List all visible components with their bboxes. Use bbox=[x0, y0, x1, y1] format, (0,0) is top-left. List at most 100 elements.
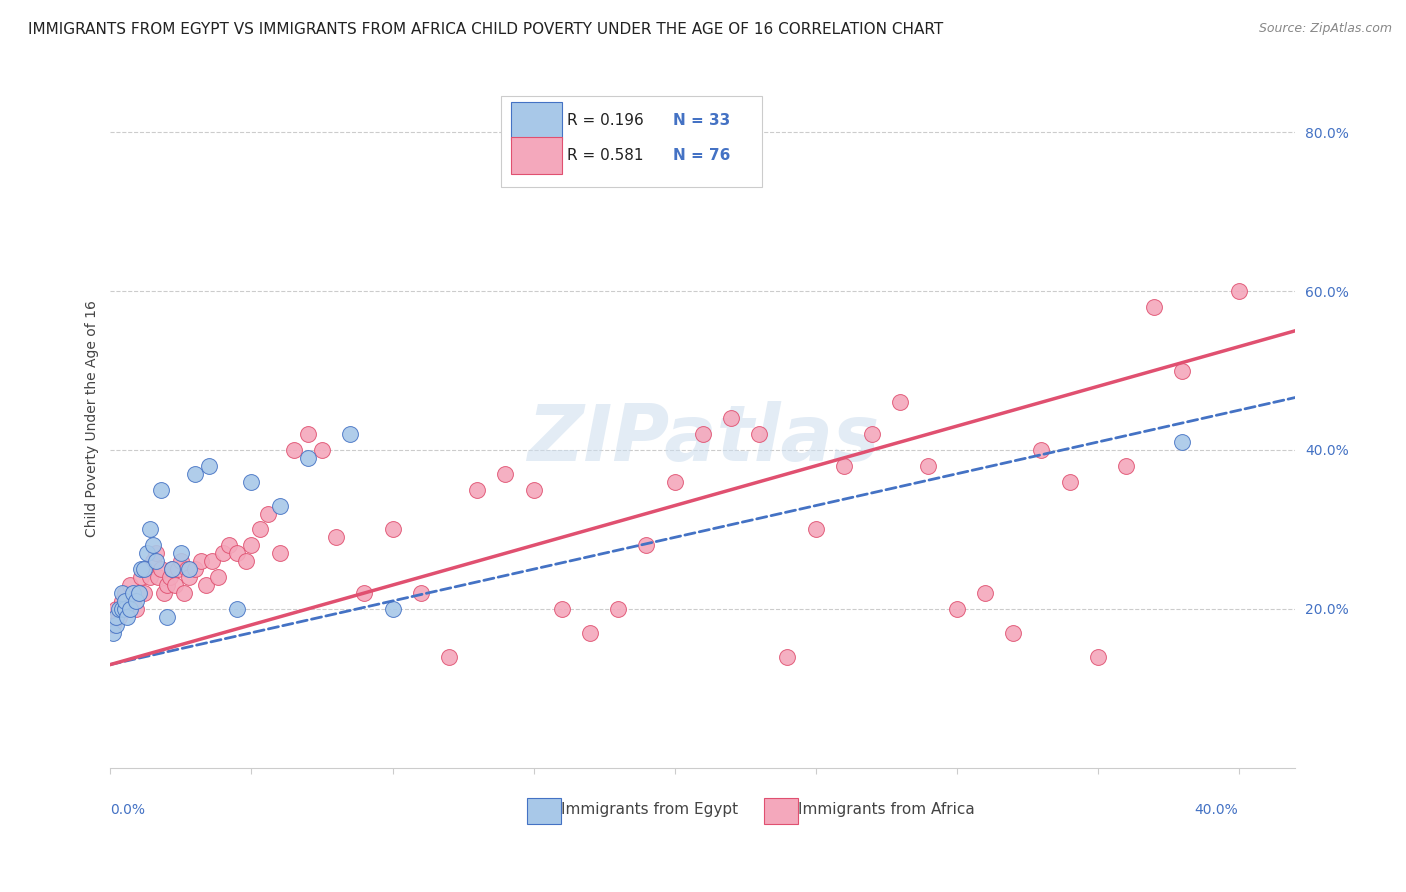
Point bbox=[325, 530, 347, 544]
Point bbox=[720, 411, 742, 425]
Point bbox=[257, 507, 280, 521]
Point bbox=[179, 562, 201, 576]
Point bbox=[139, 570, 162, 584]
Text: 40.0%: 40.0% bbox=[1195, 803, 1239, 817]
Point bbox=[917, 458, 939, 473]
Point bbox=[105, 610, 128, 624]
Point bbox=[381, 602, 404, 616]
Point bbox=[692, 427, 714, 442]
Point bbox=[1087, 649, 1109, 664]
FancyBboxPatch shape bbox=[510, 103, 562, 139]
Point bbox=[579, 625, 602, 640]
Point bbox=[165, 578, 187, 592]
Point bbox=[607, 602, 630, 616]
Point bbox=[156, 610, 179, 624]
Point bbox=[173, 586, 195, 600]
Point bbox=[551, 602, 574, 616]
Point bbox=[134, 586, 156, 600]
Point bbox=[176, 562, 198, 576]
Point bbox=[437, 649, 460, 664]
Point bbox=[184, 562, 207, 576]
Point bbox=[664, 475, 686, 489]
Point bbox=[184, 467, 207, 481]
Point bbox=[190, 554, 212, 568]
Point bbox=[1171, 435, 1194, 450]
Point bbox=[167, 562, 190, 576]
Point bbox=[974, 586, 997, 600]
Point bbox=[128, 586, 150, 600]
Y-axis label: Child Poverty Under the Age of 16: Child Poverty Under the Age of 16 bbox=[86, 300, 100, 537]
Point bbox=[311, 442, 333, 457]
Text: Source: ZipAtlas.com: Source: ZipAtlas.com bbox=[1258, 22, 1392, 36]
Point bbox=[1031, 442, 1053, 457]
Point bbox=[142, 538, 165, 552]
Text: R = 0.196: R = 0.196 bbox=[567, 113, 644, 128]
Point bbox=[170, 554, 193, 568]
Point bbox=[111, 602, 134, 616]
Point bbox=[120, 602, 142, 616]
Text: N = 76: N = 76 bbox=[673, 148, 731, 163]
Point bbox=[1143, 300, 1166, 314]
Point bbox=[201, 554, 224, 568]
Point bbox=[226, 602, 249, 616]
Point bbox=[945, 602, 967, 616]
Text: 0.0%: 0.0% bbox=[111, 803, 145, 817]
Point bbox=[136, 546, 159, 560]
Point bbox=[145, 554, 167, 568]
Point bbox=[162, 562, 184, 576]
Point bbox=[1227, 284, 1250, 298]
Text: Immigrants from Africa: Immigrants from Africa bbox=[797, 802, 974, 817]
Point bbox=[240, 475, 263, 489]
FancyBboxPatch shape bbox=[527, 798, 561, 824]
Point bbox=[153, 586, 176, 600]
Point bbox=[114, 602, 136, 616]
FancyBboxPatch shape bbox=[510, 137, 562, 175]
Point bbox=[804, 523, 827, 537]
Point bbox=[522, 483, 544, 497]
Point bbox=[1171, 363, 1194, 377]
Point bbox=[150, 483, 173, 497]
Point bbox=[111, 594, 134, 608]
Point bbox=[465, 483, 488, 497]
Point bbox=[162, 562, 184, 576]
Point bbox=[207, 570, 229, 584]
Point bbox=[195, 578, 218, 592]
Point bbox=[636, 538, 658, 552]
Point bbox=[120, 578, 142, 592]
Point bbox=[117, 610, 139, 624]
Point bbox=[108, 602, 131, 616]
Point bbox=[111, 586, 134, 600]
Point bbox=[156, 578, 179, 592]
Point bbox=[103, 625, 125, 640]
Point bbox=[269, 546, 291, 560]
Point bbox=[125, 602, 148, 616]
Text: N = 33: N = 33 bbox=[673, 113, 731, 128]
Point bbox=[150, 562, 173, 576]
Point bbox=[122, 594, 145, 608]
Text: IMMIGRANTS FROM EGYPT VS IMMIGRANTS FROM AFRICA CHILD POVERTY UNDER THE AGE OF 1: IMMIGRANTS FROM EGYPT VS IMMIGRANTS FROM… bbox=[28, 22, 943, 37]
Text: ZIPatlas: ZIPatlas bbox=[527, 401, 879, 477]
Point bbox=[170, 546, 193, 560]
Point bbox=[108, 610, 131, 624]
Point bbox=[117, 602, 139, 616]
Point bbox=[353, 586, 375, 600]
Point bbox=[218, 538, 240, 552]
Point bbox=[159, 570, 181, 584]
FancyBboxPatch shape bbox=[765, 798, 797, 824]
Point bbox=[249, 523, 271, 537]
Point bbox=[235, 554, 257, 568]
Text: Immigrants from Egypt: Immigrants from Egypt bbox=[561, 802, 738, 817]
Point bbox=[136, 562, 159, 576]
Point bbox=[131, 562, 153, 576]
Text: R = 0.581: R = 0.581 bbox=[567, 148, 643, 163]
Point bbox=[105, 602, 128, 616]
Point bbox=[148, 570, 170, 584]
Point bbox=[832, 458, 855, 473]
Point bbox=[105, 617, 128, 632]
Point bbox=[139, 523, 162, 537]
Point bbox=[283, 442, 305, 457]
Point bbox=[128, 586, 150, 600]
Point bbox=[748, 427, 770, 442]
Point bbox=[142, 554, 165, 568]
Point bbox=[1002, 625, 1025, 640]
